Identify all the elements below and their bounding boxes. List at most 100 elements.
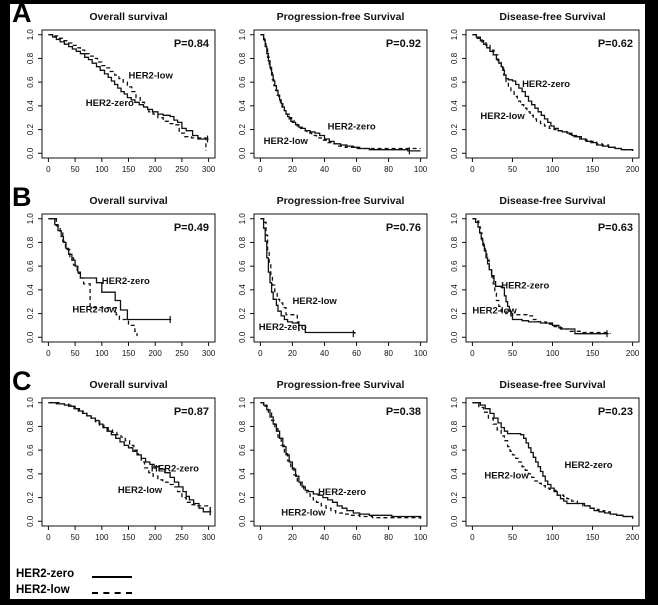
- svg-text:HER2-zero: HER2-zero: [259, 322, 307, 333]
- svg-text:0.6: 0.6: [26, 76, 35, 88]
- km-chart-svg: Progression-free Survival P=0.76 0.0 0.2 0.4…: [238, 195, 428, 358]
- km-chart-svg: Disease-free Survival P=0.63 0.0 0.2 0.4 0.6 0…: [450, 195, 640, 358]
- panel-b-row: B Overall survival P=0.49 0.0 0.2 0.4 0.6 0.8 1…: [10, 182, 645, 372]
- svg-text:200: 200: [626, 165, 640, 174]
- panel-c-letter: C: [12, 366, 32, 396]
- legend-her2-zero-label: HER2-zero: [16, 568, 75, 580]
- svg-text:100: 100: [414, 533, 428, 542]
- svg-text:200: 200: [626, 349, 640, 358]
- svg-text:0.6: 0.6: [238, 76, 247, 88]
- legend-her2-zero: HER2-zero: [16, 566, 645, 582]
- svg-text:0.2: 0.2: [238, 123, 247, 135]
- svg-text:0.8: 0.8: [238, 236, 247, 248]
- km-chart-svg: Progression-free Survival P=0.92 0.0 0.2 0.4…: [238, 11, 428, 174]
- svg-text:0.8: 0.8: [450, 420, 459, 432]
- svg-text:40: 40: [320, 533, 329, 542]
- svg-text:80: 80: [384, 533, 393, 542]
- svg-text:200: 200: [149, 349, 163, 358]
- svg-text:HER2-zero: HER2-zero: [86, 98, 134, 109]
- km-chart-svg: Disease-free Survival P=0.23 0.0 0.2 0.4 0.6 0…: [450, 379, 640, 542]
- svg-text:1.0: 1.0: [238, 29, 247, 41]
- panel-a-letter: A: [12, 0, 32, 28]
- svg-text:0.0: 0.0: [450, 331, 459, 343]
- svg-text:0.4: 0.4: [238, 468, 247, 480]
- svg-text:0.2: 0.2: [238, 491, 247, 503]
- svg-text:HER2-zero: HER2-zero: [565, 460, 613, 471]
- svg-text:0.8: 0.8: [26, 420, 35, 432]
- km-chart-svg: Progression-free Survival P=0.38 0.0 0.2 0.4…: [238, 379, 428, 542]
- svg-text:60: 60: [352, 533, 361, 542]
- svg-text:100: 100: [414, 165, 428, 174]
- svg-text:1.0: 1.0: [450, 397, 459, 409]
- svg-text:300: 300: [202, 533, 216, 542]
- svg-text:0.6: 0.6: [450, 444, 459, 456]
- svg-text:50: 50: [508, 349, 517, 358]
- svg-text:0.4: 0.4: [238, 100, 247, 112]
- svg-text:0: 0: [470, 533, 475, 542]
- svg-text:100: 100: [95, 533, 109, 542]
- legend-her2-low: HER2-low: [16, 582, 645, 598]
- svg-text:0: 0: [258, 165, 263, 174]
- svg-text:50: 50: [71, 165, 80, 174]
- svg-text:0.6: 0.6: [238, 260, 247, 272]
- km-plot-c-disease-free-survival: Disease-free Survival P=0.23 0.0 0.2 0.4 0.6 0…: [434, 374, 645, 552]
- km-chart-svg: Overall survival P=0.87 0.0 0.2 0.4 0.6 0.8 1.0…: [26, 379, 216, 542]
- svg-text:300: 300: [202, 349, 216, 358]
- svg-text:Overall survival: Overall survival: [89, 195, 167, 207]
- svg-text:P=0.23: P=0.23: [598, 406, 633, 418]
- svg-text:0.6: 0.6: [450, 260, 459, 272]
- svg-text:0: 0: [46, 165, 51, 174]
- svg-text:HER2-zero: HER2-zero: [501, 281, 549, 292]
- svg-text:150: 150: [122, 533, 136, 542]
- svg-text:P=0.76: P=0.76: [386, 222, 421, 234]
- km-plot-b-disease-free-survival: Disease-free Survival P=0.63 0.0 0.2 0.4 0.6 0…: [434, 190, 645, 368]
- km-plot-a-overall-survival: Overall survival P=0.84 0.0 0.2 0.4 0.6 0.8 1.0…: [10, 6, 221, 184]
- svg-text:0.2: 0.2: [26, 307, 35, 319]
- svg-text:300: 300: [202, 165, 216, 174]
- km-chart-svg: Overall survival P=0.84 0.0 0.2 0.4 0.6 0.8 1.0…: [26, 11, 216, 174]
- svg-text:0.0: 0.0: [238, 331, 247, 343]
- svg-text:40: 40: [320, 165, 329, 174]
- svg-text:1.0: 1.0: [26, 397, 35, 409]
- dashed-line-sample: [92, 592, 132, 594]
- svg-text:Overall survival: Overall survival: [89, 11, 167, 23]
- svg-text:250: 250: [175, 349, 189, 358]
- svg-text:20: 20: [288, 349, 297, 358]
- svg-text:100: 100: [546, 349, 560, 358]
- svg-text:HER2-low: HER2-low: [264, 136, 309, 147]
- svg-text:Disease-free Survival: Disease-free Survival: [499, 11, 605, 23]
- svg-text:0.2: 0.2: [26, 123, 35, 135]
- svg-text:20: 20: [288, 165, 297, 174]
- svg-text:40: 40: [320, 349, 329, 358]
- svg-text:0.6: 0.6: [238, 444, 247, 456]
- svg-text:0.2: 0.2: [450, 123, 459, 135]
- panel-b-letter: B: [12, 182, 32, 212]
- svg-text:0.0: 0.0: [450, 147, 459, 159]
- svg-text:Overall survival: Overall survival: [89, 379, 167, 391]
- svg-text:0.4: 0.4: [238, 284, 247, 296]
- svg-text:0.6: 0.6: [26, 444, 35, 456]
- svg-text:0.0: 0.0: [238, 515, 247, 527]
- svg-text:50: 50: [508, 165, 517, 174]
- svg-text:0: 0: [46, 349, 51, 358]
- svg-text:100: 100: [546, 533, 560, 542]
- svg-text:100: 100: [414, 349, 428, 358]
- svg-text:0.8: 0.8: [26, 236, 35, 248]
- svg-text:20: 20: [288, 533, 297, 542]
- svg-text:80: 80: [384, 165, 393, 174]
- svg-text:Progression-free Survival: Progression-free Survival: [277, 379, 405, 391]
- figure-legend: HER2-zero HER2-low: [16, 566, 645, 598]
- svg-text:HER2-low: HER2-low: [292, 296, 337, 307]
- svg-text:P=0.87: P=0.87: [174, 406, 209, 418]
- svg-text:0.8: 0.8: [238, 52, 247, 64]
- svg-text:HER2-low: HER2-low: [480, 111, 525, 122]
- svg-text:250: 250: [175, 533, 189, 542]
- svg-text:0.2: 0.2: [238, 307, 247, 319]
- svg-text:Disease-free Survival: Disease-free Survival: [499, 379, 605, 391]
- svg-text:80: 80: [384, 349, 393, 358]
- svg-text:0: 0: [470, 165, 475, 174]
- svg-text:P=0.63: P=0.63: [598, 222, 633, 234]
- svg-text:HER2-zero: HER2-zero: [102, 276, 150, 287]
- svg-text:50: 50: [508, 533, 517, 542]
